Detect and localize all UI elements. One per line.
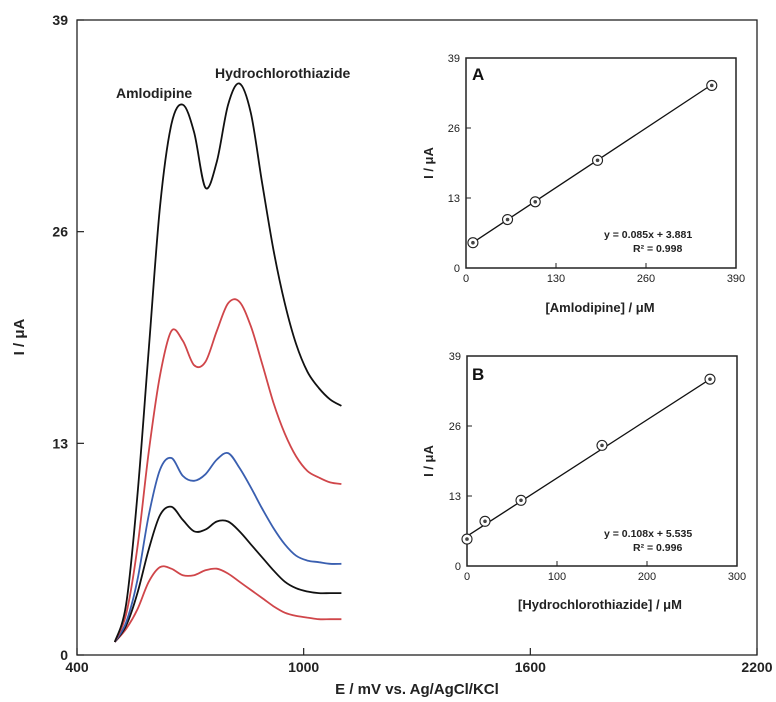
main-x-tick-label: 400 [65,659,89,675]
inset-b-plot: 0 100 200 300 0 13 26 39 [449,351,746,583]
inset-b-y-tick-label: 39 [449,351,461,363]
inset-a-equation: y = 0.085x + 3.881 [604,229,692,241]
inset-a-x-tick-label: 390 [727,273,745,285]
inset-b-point-center [465,537,469,541]
inset-b-x-tick-label: 300 [728,571,746,583]
inset-a-x-axis-label: [Amlodipine] / μM [545,300,654,315]
main-x-tick-label: 1600 [515,659,546,675]
inset-b-panel-label: B [472,365,484,384]
inset-a-x-tick-label: 130 [547,273,565,285]
inset-b-equation: y = 0.108x + 5.535 [604,528,692,540]
inset-a-r2: R² = 0.998 [633,243,682,255]
inset-b-point-center [600,443,604,448]
inset-a-point-center [709,83,714,88]
inset-a-y-tick-label: 26 [448,123,460,135]
inset-a-point-center [595,158,600,163]
inset-a-panel-label: A [472,65,484,84]
inset-b-x-tick-label: 200 [638,571,656,583]
inset-a-y-tick-label: 13 [448,193,460,205]
main-y-tick-label: 13 [52,435,68,451]
main-x-axis-label: E / mV vs. Ag/AgCl/KCl [335,681,499,698]
inset-a-point-center [505,217,510,222]
main-series-line-2 [114,505,342,643]
inset-b-x-axis-label: [Hydrochlorothiazide] / μM [518,597,682,612]
inset-b-y-tick-label: 13 [449,491,461,503]
inset-a-plot: 0 130 260 390 0 13 26 39 [448,53,745,285]
main-y-axis-label: I / μA [11,318,28,355]
inset-a-y-tick-label: 39 [448,53,460,65]
inset-a-point-center [471,240,475,245]
inset-b-y-tick-label: 0 [455,561,461,573]
inset-b-fit-line [466,378,711,537]
main-y-tick-label: 39 [52,12,68,28]
main-series-line-4 [113,298,342,643]
main-y-tick-label: 26 [52,224,68,240]
inset-b-x-tick-label: 0 [464,571,470,583]
inset-a-y-tick-label: 0 [454,263,460,275]
main-series-group [113,82,342,643]
inset-a-y-axis-label: I / μA [421,146,436,178]
main-y-tick-label: 0 [60,647,68,663]
inset-b-y-tick-label: 26 [449,421,461,433]
main-series-line-1 [114,565,342,643]
main-series-line-3 [114,451,342,643]
inset-b-x-tick-label: 100 [548,571,566,583]
inset-b-y-axis-label: I / μA [421,444,436,476]
inset-b-point-center [708,377,712,381]
main-series-line-5 [113,82,342,643]
inset-a-x-tick-label: 260 [637,273,655,285]
inset-a-x-tick-label: 0 [463,273,469,285]
inset-b-point-center [483,519,487,524]
inset-a-point-center [533,199,538,204]
inset-a-fit-line [472,84,713,244]
peak-label-hydrochlorothiazide: Hydrochlorothiazide [215,65,351,81]
main-x-tick-label: 1000 [288,659,319,675]
inset-b-r2: R² = 0.996 [633,542,682,554]
inset-b-point-center [519,498,523,503]
peak-label-amlodipine: Amlodipine [116,85,192,101]
main-x-tick-label: 2200 [741,659,772,675]
